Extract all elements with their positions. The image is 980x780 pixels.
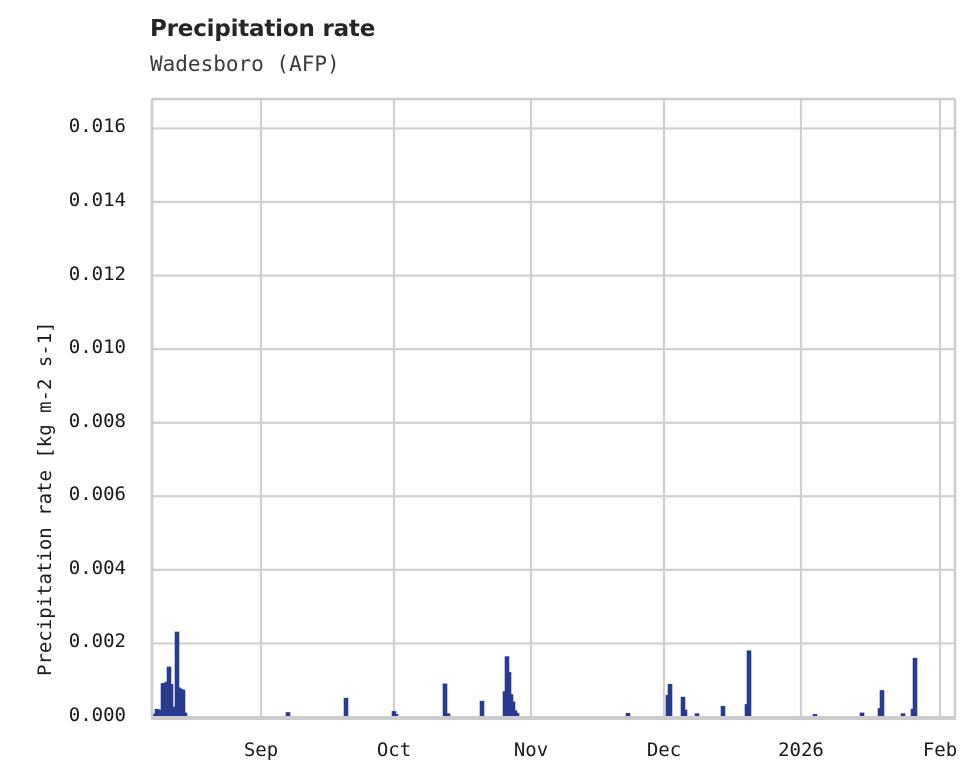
bar [393,714,399,717]
bar [680,696,686,717]
bar [174,631,180,717]
x-tick-label: 2026 [778,739,824,761]
bar [170,706,176,717]
bar [151,713,157,717]
plot-frame [150,97,957,720]
y-tick-label: 0.012 [68,262,126,285]
y-tick-label: 0.004 [68,556,126,579]
bar [625,712,631,717]
chart-subtitle: Wadesboro (AFP) [150,52,340,76]
y-tick-label: 0.000 [68,704,126,726]
bar [859,712,865,717]
bar [746,650,752,717]
x-tick-label: Sep [243,739,279,761]
y-tick-label: 0.014 [68,189,126,211]
y-tick-label: 0.008 [68,409,126,432]
bar [694,713,700,717]
bar [879,690,885,717]
bar [156,709,162,717]
x-tick-label: Oct [376,739,412,761]
bar [180,689,186,717]
bar [912,657,918,717]
grid-lines [152,99,955,717]
bar [182,712,188,717]
bar [667,683,673,717]
bar [812,714,818,717]
bar [510,701,516,717]
bar [445,713,451,717]
x-tick-label: Feb [922,739,958,761]
y-tick-label: 0.006 [68,483,126,506]
bar [168,683,174,717]
bar-series [151,631,918,718]
chart-title: Precipitation rate [150,16,376,42]
bar [343,697,349,717]
x-tick-label: Nov [513,739,549,761]
bar [285,712,291,717]
y-tick-label: 0.010 [68,336,126,359]
bar [479,700,485,717]
bar [720,705,726,717]
y-tick-label: 0.002 [68,630,126,653]
x-tick-label: Dec [646,739,682,761]
bar [682,709,688,717]
bar [442,683,448,717]
bar [391,711,397,717]
bar [900,713,906,717]
y-tick-label: 0.016 [68,115,126,138]
bar [514,712,520,717]
